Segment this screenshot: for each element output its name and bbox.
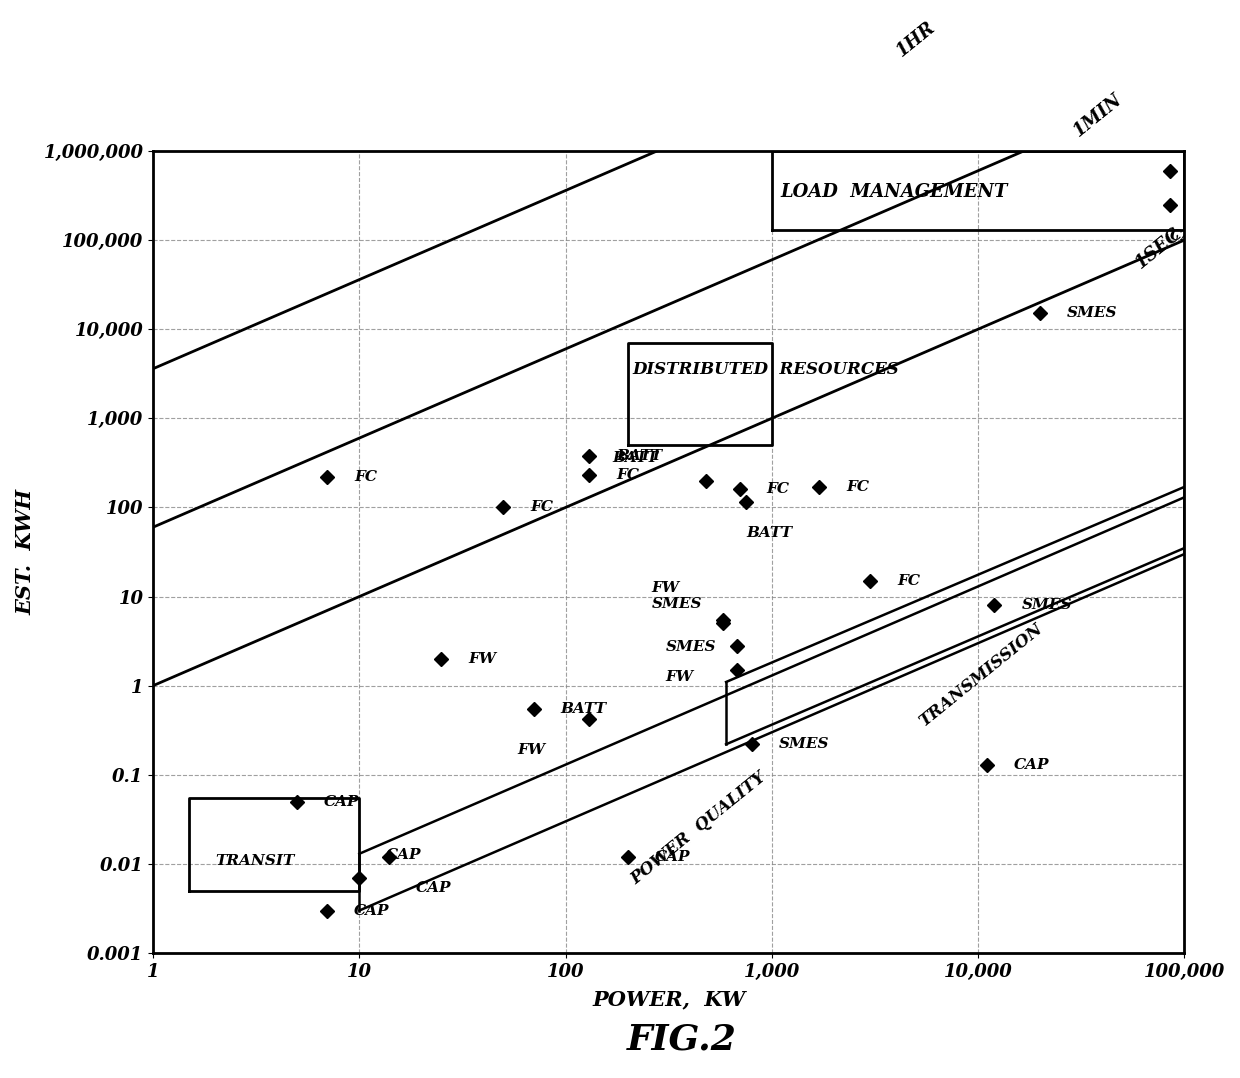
Text: FW: FW [469,652,496,666]
Y-axis label: EST.  KWH: EST. KWH [15,489,35,616]
Text: FW: FW [666,669,693,683]
Text: FW: FW [651,581,680,595]
Text: CAP: CAP [386,848,422,862]
Text: PH: PH [1169,137,1195,151]
Text: FC: FC [531,500,553,514]
Text: POWER  QUALITY: POWER QUALITY [627,769,770,888]
Text: CAP: CAP [355,903,389,917]
Text: SMES: SMES [666,640,717,654]
Text: FW: FW [517,743,546,757]
Text: CAP: CAP [1013,758,1049,772]
Text: BATT: BATT [560,702,606,716]
Text: BATT: BATT [613,451,658,465]
Text: CAP: CAP [417,881,451,895]
Text: FC: FC [766,482,790,496]
X-axis label: POWER,  KW: POWER, KW [591,990,745,1009]
Text: FC: FC [846,480,869,494]
Text: BATT: BATT [616,448,662,462]
Text: CAP: CAP [324,794,360,808]
Text: FC: FC [898,573,920,588]
Text: SMES: SMES [651,597,702,611]
Text: FIG.2: FIG.2 [627,1022,737,1056]
Text: 1HR: 1HR [893,18,939,60]
Text: 1SEC: 1SEC [1132,224,1185,273]
Text: LOAD  MANAGEMENT: LOAD MANAGEMENT [780,182,1008,201]
Text: BATT: BATT [746,526,792,540]
Text: CAP: CAP [655,849,689,863]
Text: SMES: SMES [1068,306,1117,320]
Text: TRANSIT: TRANSIT [216,854,295,868]
Text: FC: FC [616,468,639,482]
Text: FC: FC [355,470,377,484]
Text: SMES: SMES [779,737,830,751]
Text: 1MIN: 1MIN [1070,91,1126,140]
Text: CAES: CAES [1169,229,1216,243]
Text: SMES: SMES [1022,598,1071,612]
Text: TRANSMISSION: TRANSMISSION [916,621,1047,731]
Text: DISTRIBUTED  RESOURCES: DISTRIBUTED RESOURCES [632,361,899,378]
